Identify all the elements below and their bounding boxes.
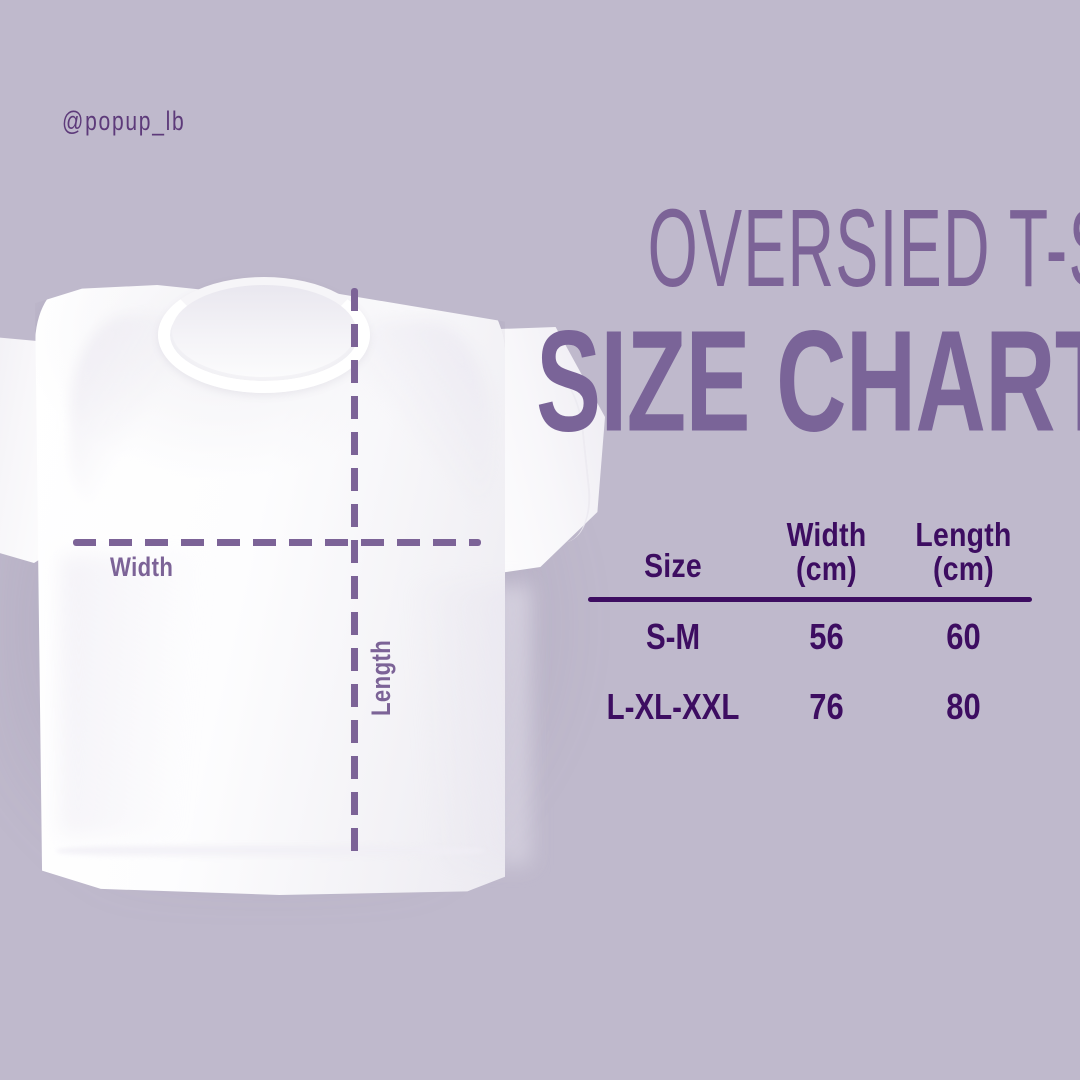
length-measure-line	[351, 288, 358, 856]
social-handle: @popup_lb	[62, 106, 186, 136]
cell-width: 76	[758, 672, 895, 742]
cell-width-value: 76	[809, 686, 844, 728]
width-measure-line	[73, 539, 481, 546]
column-header-length-line2: (cm)	[933, 549, 994, 587]
cell-length-value: 80	[946, 686, 981, 728]
title-block: OVERSIED T-SHIRTS SIZE CHART	[412, 187, 1080, 453]
column-header-width-line2: (cm)	[796, 549, 857, 587]
table-header-divider	[588, 597, 1032, 603]
table-row: S-M 56 60	[588, 602, 1032, 672]
size-chart-table: Size Width (cm) Length (cm) S-M 56 60	[588, 518, 1032, 742]
table-header-row: Size Width (cm) Length (cm)	[588, 518, 1032, 585]
cell-width: 56	[758, 602, 895, 672]
cell-size: S-M	[588, 602, 758, 672]
length-measure-label: Length	[366, 639, 396, 716]
cell-size: L-XL-XXL	[588, 672, 758, 742]
table-row: L-XL-XXL 76 80	[588, 672, 1032, 742]
column-header-length: Length (cm)	[895, 518, 1032, 585]
shirt-collar-opening	[172, 285, 356, 377]
column-header-size-line1: Size	[644, 546, 702, 584]
cell-width-value: 56	[809, 616, 844, 658]
width-measure-label: Width	[110, 552, 174, 582]
column-header-width: Width (cm)	[758, 518, 895, 585]
subtitle-text: OVERSIED T-SHIRTS	[647, 187, 1080, 311]
cell-size-value: S-M	[645, 616, 701, 658]
cell-length: 60	[895, 602, 1032, 672]
tshirt-illustration	[0, 255, 660, 895]
column-header-length-line1: Length	[915, 516, 1012, 553]
shirt-fold-body-right	[360, 585, 530, 865]
page-title: SIZE CHART	[536, 300, 1080, 462]
cell-length: 80	[895, 672, 1032, 742]
cell-length-value: 60	[946, 616, 981, 658]
cell-size-value: L-XL-XXL	[606, 686, 740, 728]
shirt-fold-body-left	[60, 555, 260, 835]
column-header-size: Size	[588, 546, 758, 586]
shirt-fold-shoulder-right	[360, 321, 490, 531]
shirt-hem	[56, 843, 486, 859]
column-header-width-line1: Width	[786, 516, 867, 553]
